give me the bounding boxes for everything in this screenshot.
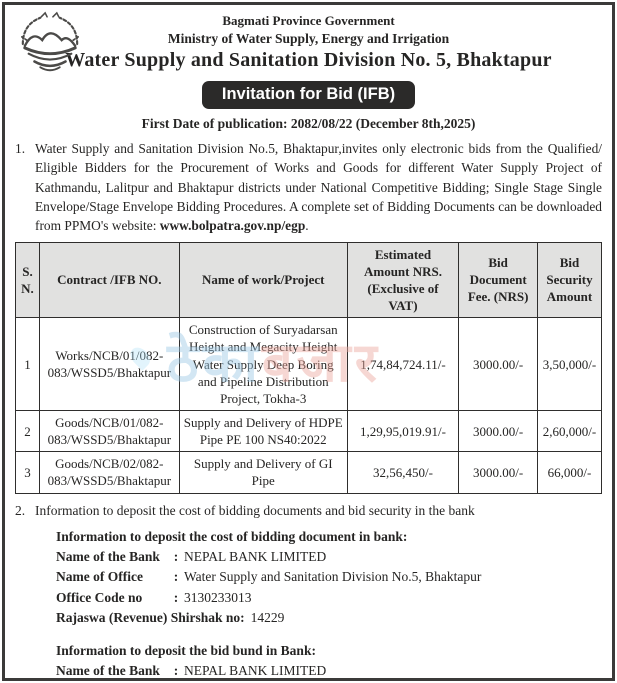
intro-text: Water Supply and Sanitation Division No.…: [35, 139, 602, 234]
column-header-estimated-amount: Estimated Amount NRS. (Exclusive of VAT): [346, 241, 460, 319]
section2-text: Information to deposit the cost of biddi…: [35, 502, 475, 518]
intro-text-period: .: [305, 217, 309, 233]
ministry-title: Ministry of Water Supply, Energy and Irr…: [167, 30, 450, 46]
bid-table-header-row: S. N. Contract /IFB NO. Name of work/Pro…: [15, 241, 603, 319]
column-header-bid-security: Bid Security Amount: [536, 241, 603, 319]
column-header-document-fee: Bid Document Fee. (NRS): [458, 241, 538, 319]
cell-bid-security: 3,50,000/-: [536, 317, 603, 411]
field-label: Name of the Bank: [56, 663, 160, 679]
cell-bid-security: 66,000/-: [536, 451, 603, 494]
cell-estimated-amount: 1,29,95,019.91/-: [346, 409, 460, 453]
section2-number: 2.: [15, 502, 26, 518]
cell-contract: Goods/NCB/01/082-083/WSSD5/Bhaktapur: [38, 409, 180, 453]
invitation-for-bid-banner: Invitation for Bid (IFB): [201, 81, 416, 110]
table-row: 1 Works/NCB/01/082-083/WSSD5/Bhaktapur C…: [15, 317, 603, 411]
bank-info-doc-heading: Information to deposit the cost of biddi…: [56, 528, 408, 544]
table-row: 3 Goods/NCB/02/082-083/WSSD5/Bhaktapur S…: [15, 451, 603, 494]
cell-document-fee: 3000.00/-: [458, 317, 538, 411]
cell-work-name: Supply and Delivery of HDPE Pipe PE 100 …: [178, 409, 348, 453]
intro-text-body: Water Supply and Sanitation Division No.…: [35, 141, 602, 233]
division-title: Water Supply and Sanitation Division No.…: [65, 49, 552, 72]
cell-document-fee: 3000.00/-: [458, 451, 538, 494]
bank-info-row: Office Code no : 3130233013: [56, 588, 602, 609]
cell-sn: 3: [15, 451, 40, 494]
field-label: Name of the Bank: [56, 548, 160, 564]
field-separator: :: [173, 569, 179, 585]
field-separator: :: [173, 663, 179, 679]
bid-table: S. N. Contract /IFB NO. Name of work/Pro…: [15, 241, 603, 494]
publication-date: First Date of publication: 2082/08/22 (D…: [141, 116, 476, 132]
bank-info-bid-bond: Information to deposit the bid bund in B…: [56, 641, 602, 679]
field-label: Office Code no: [56, 589, 143, 605]
cell-sn: 1: [15, 317, 40, 411]
cell-document-fee: 3000.00/-: [458, 409, 538, 453]
field-value: NEPAL BANK LIMITED: [184, 663, 327, 679]
cell-bid-security: 2,60,000/-: [536, 409, 603, 453]
field-value: NEPAL BANK LIMITED: [184, 548, 327, 564]
cell-contract: Works/NCB/01/082-083/WSSD5/Bhaktapur: [38, 317, 180, 411]
government-emblem-icon: [20, 11, 80, 72]
bank-info-row: Name of Office : Water Supply and Sanita…: [56, 567, 602, 588]
field-separator: :: [173, 589, 179, 605]
section2-heading: 2. Information to deposit the cost of bi…: [15, 502, 602, 521]
banner-row: Invitation for Bid (IFB): [15, 81, 602, 110]
field-value: 3130233013: [184, 589, 252, 605]
column-header-work-name: Name of work/Project: [178, 241, 348, 319]
cell-estimated-amount: 32,56,450/-: [346, 451, 460, 494]
cell-contract: Goods/NCB/02/082-083/WSSD5/Bhaktapur: [38, 451, 180, 494]
province-government-title: Bagmati Province Government: [222, 13, 395, 28]
bank-info-bidding-document: Information to deposit the cost of biddi…: [56, 527, 602, 629]
bank-info-bid-heading: Information to deposit the bid bund in B…: [56, 642, 316, 658]
ppmo-website-link[interactable]: www.bolpatra.gov.np/egp: [159, 217, 306, 233]
column-header-sn: S. N.: [15, 241, 40, 319]
field-separator: :: [173, 548, 179, 564]
field-label: Name of Office: [56, 569, 143, 585]
column-header-contract: Contract /IFB NO.: [38, 241, 180, 319]
intro-number: 1.: [15, 141, 26, 157]
table-row: 2 Goods/NCB/01/082-083/WSSD5/Bhaktapur S…: [15, 409, 603, 453]
document-header: Bagmati Province Government Ministry of …: [15, 9, 602, 73]
bank-info-row: Name of the Bank : NEPAL BANK LIMITED: [56, 661, 602, 679]
field-label: Rajaswa (Revenue) Shirshak no:: [56, 610, 245, 626]
field-value: 14229: [250, 610, 285, 626]
bank-info-row: Name of the Bank : NEPAL BANK LIMITED: [56, 547, 602, 568]
bank-info-row: Rajaswa (Revenue) Shirshak no: 14229: [56, 608, 602, 629]
field-value: Water Supply and Sanitation Division No.…: [184, 569, 482, 585]
intro-paragraph: 1. Water Supply and Sanitation Division …: [15, 139, 602, 234]
cell-estimated-amount: 1,74,84,724.11/-: [346, 317, 460, 411]
cell-work-name: Construction of Suryadarsan Height and M…: [178, 317, 348, 411]
cell-sn: 2: [15, 409, 40, 453]
cell-work-name: Supply and Delivery of GI Pipe: [178, 451, 348, 494]
